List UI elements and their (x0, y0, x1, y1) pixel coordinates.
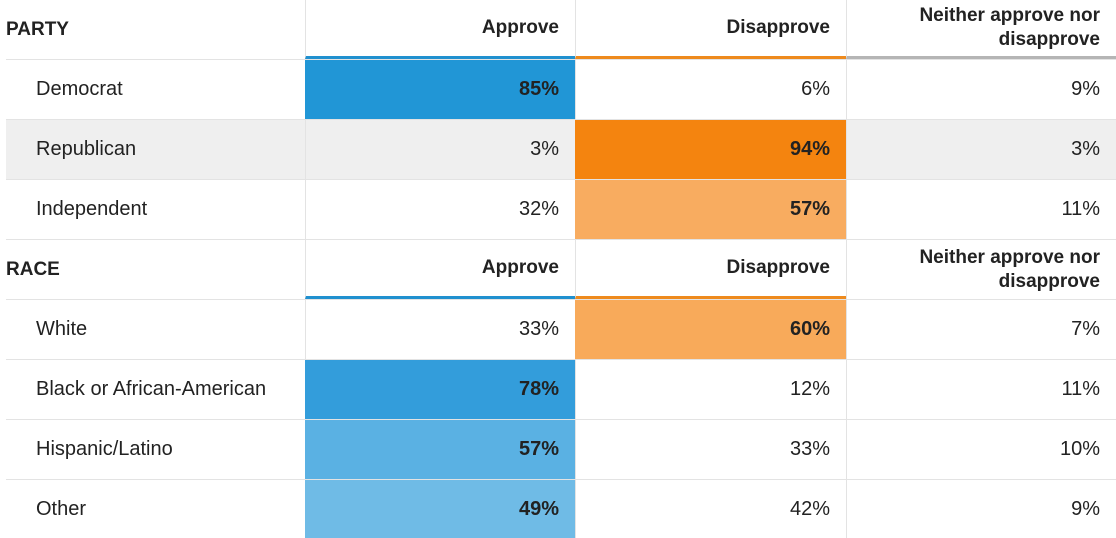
value-cell-approve: 33% (305, 300, 575, 359)
value-cell-disapprove: 6% (575, 60, 846, 119)
table-row: Republican 3% 94% 3% (6, 120, 1116, 180)
value-cell-disapprove: 12% (575, 360, 846, 419)
value-cell-neither: 10% (846, 420, 1116, 479)
value-cell-approve: 49% (305, 480, 575, 538)
value-cell-disapprove: 33% (575, 420, 846, 479)
column-header-disapprove: Disapprove (575, 0, 846, 59)
row-label: Republican (36, 138, 137, 160)
value-cell-approve: 78% (305, 360, 575, 419)
value-cell-approve: 57% (305, 420, 575, 479)
section-header-row-race: RACE Approve Disapprove Neither approve nor… (6, 240, 1116, 300)
section-title: RACE (6, 258, 60, 280)
value-cell-neither: 11% (846, 180, 1116, 239)
value-cell-disapprove: 57% (575, 180, 846, 239)
row-label: Independent (36, 198, 148, 220)
column-header-disapprove: Disapprove (575, 240, 846, 299)
value-cell-neither: 11% (846, 360, 1116, 419)
row-label: Black or African-American (36, 378, 267, 400)
value-cell-neither: 3% (846, 120, 1116, 179)
row-label: Other (36, 498, 87, 520)
table-row: Independent 32% 57% 11% (6, 180, 1116, 240)
value-cell-disapprove: 42% (575, 480, 846, 538)
value-cell-neither: 9% (846, 60, 1116, 119)
value-cell-disapprove: 60% (575, 300, 846, 359)
row-label: White (36, 318, 88, 340)
column-header-neither: Neither approve nor disapprove (846, 240, 1116, 299)
column-header-approve: Approve (305, 240, 575, 299)
value-cell-neither: 9% (846, 480, 1116, 538)
value-cell-approve: 85% (305, 60, 575, 119)
section-header-row-party: PARTY Approve Disapprove Neither approve no… (6, 0, 1116, 60)
column-header-approve: Approve (305, 0, 575, 59)
row-label: Hispanic/Latino (36, 438, 173, 460)
value-cell-approve: 32% (305, 180, 575, 239)
table-row: White 33% 60% 7% (6, 300, 1116, 360)
value-cell-disapprove: 94% (575, 120, 846, 179)
table-row: Other 49% 42% 9% (6, 480, 1116, 538)
table-row: Black or African-American 78% 12% 11% (6, 360, 1116, 420)
column-header-neither: Neither approve nor disapprove (846, 0, 1116, 59)
section-title: PARTY (6, 18, 69, 40)
row-label: Democrat (36, 78, 123, 100)
table-row: Democrat 85% 6% 9% (6, 60, 1116, 120)
value-cell-approve: 3% (305, 120, 575, 179)
value-cell-neither: 7% (846, 300, 1116, 359)
table-row: Hispanic/Latino 57% 33% 10% (6, 420, 1116, 480)
